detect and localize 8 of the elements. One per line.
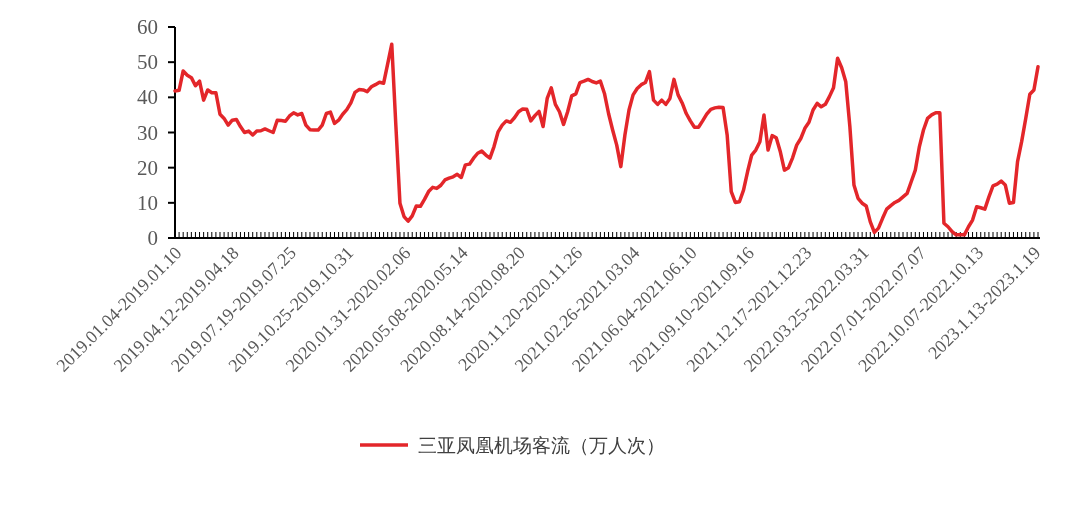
y-tick-label: 20 (137, 155, 158, 180)
legend-label: 三亚凤凰机场客流（万人次） (418, 435, 665, 456)
y-tick-label: 10 (137, 190, 158, 215)
y-tick-label: 40 (137, 85, 158, 110)
y-tick-label: 50 (137, 50, 158, 75)
y-tick-label: 0 (147, 226, 158, 250)
y-tick-label: 30 (137, 120, 158, 145)
y-tick-label: 60 (137, 15, 158, 39)
